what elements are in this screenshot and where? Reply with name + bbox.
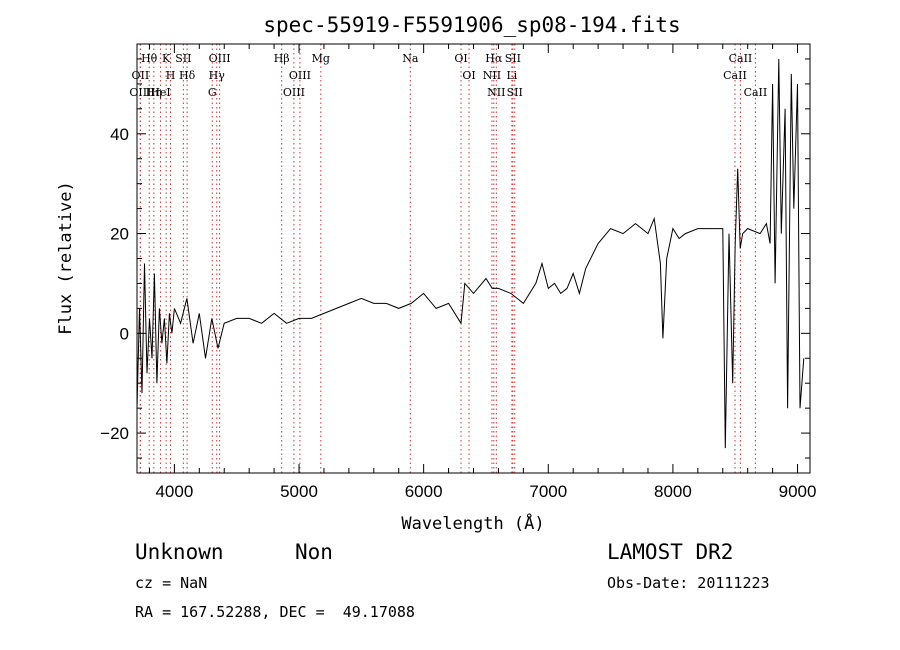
survey-name: LAMOST DR2	[607, 540, 734, 564]
line-label-27: CaII	[744, 86, 768, 99]
y-axis-label: Flux (relative)	[56, 181, 76, 335]
line-label-3: Hη	[146, 86, 162, 99]
annotation-lines	[139, 44, 756, 473]
x-tick-label: 4000	[155, 482, 193, 501]
redshift-cz: cz = NaN	[135, 574, 208, 592]
line-label-22: Li	[506, 69, 517, 82]
line-label-15: Mg	[312, 52, 330, 65]
object-class: Unknown	[135, 540, 224, 564]
x-tick-label: 8000	[654, 482, 692, 501]
x-tick-label: 7000	[529, 482, 567, 501]
ra-dec-coordinates: RA = 167.52288, DEC = 49.17088	[135, 603, 415, 621]
line-label-13: OIII	[289, 69, 311, 82]
line-label-2: OIII	[129, 86, 151, 99]
line-label-7: SII	[175, 52, 191, 65]
line-label-1: OII	[132, 69, 150, 82]
y-tick-label: 40	[110, 125, 129, 144]
line-label-6: H	[166, 69, 176, 82]
x-axis-label: Wavelength (Å)	[401, 512, 544, 534]
line-label-5: HeI	[150, 86, 170, 99]
line-label-16: Na	[402, 52, 419, 65]
x-tick-label: 6000	[405, 482, 443, 501]
line-label-20: SII	[505, 52, 521, 65]
x-tick-label: 5000	[280, 482, 318, 501]
line-label-11: G	[208, 86, 217, 99]
line-label-21: NII	[483, 69, 501, 82]
line-label-10: Hγ	[209, 69, 226, 82]
y-tick-label: 20	[110, 225, 129, 244]
line-label-14: OIII	[283, 86, 305, 99]
annotation-labels: HθOIIOIIIHηKHeIHSIIHδOIIIHγGHβOIIIOIIIMg…	[129, 52, 767, 99]
line-label-4: K	[162, 52, 171, 65]
y-axis-ticks: −20 0 20 40	[100, 58, 810, 459]
line-label-12: Hβ	[274, 52, 290, 65]
spectrum-line	[136, 58, 805, 449]
line-label-23: NII	[487, 86, 505, 99]
y-tick-label: −20	[100, 424, 129, 443]
line-label-9: OIII	[209, 52, 231, 65]
line-label-19: Hα	[485, 52, 503, 65]
y-tick-label: 0	[120, 324, 129, 343]
chart-title: spec-55919-F5591906_sp08-194.fits	[263, 13, 680, 37]
plot-frame	[136, 43, 811, 474]
line-label-26: CaII	[723, 69, 747, 82]
line-label-17: OI	[454, 52, 467, 65]
line-label-24: SII	[507, 86, 523, 99]
object-subclass: Non	[295, 540, 333, 564]
line-label-18: OI	[462, 69, 475, 82]
line-label-25: CaII	[729, 52, 753, 65]
x-tick-label: 9000	[779, 482, 817, 501]
line-label-0: Hθ	[141, 52, 158, 65]
observation-date: Obs-Date: 20111223	[607, 574, 770, 592]
x-axis-ticks: 4000 5000 6000 7000 8000 9000	[148, 44, 817, 501]
line-label-8: Hδ	[179, 69, 196, 82]
